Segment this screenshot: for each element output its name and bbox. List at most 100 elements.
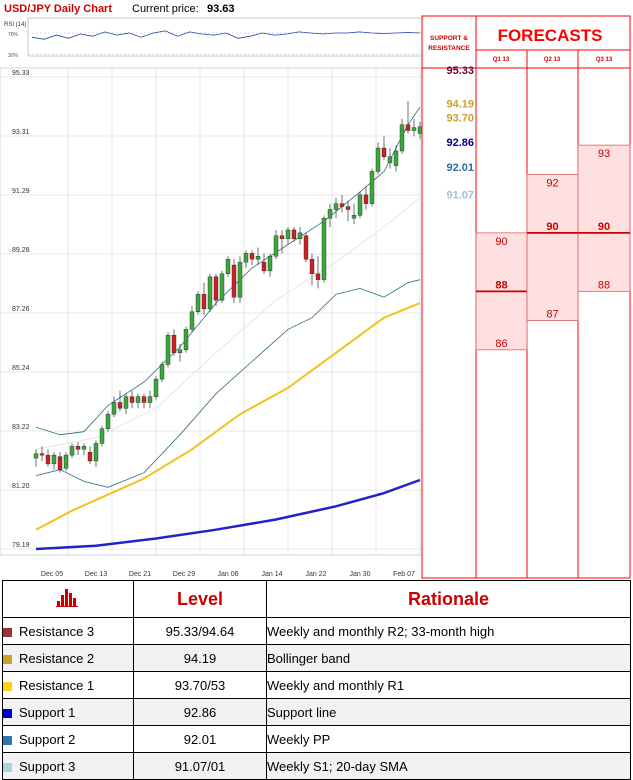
candle-body <box>105 413 111 430</box>
y-tick-label: 89.28 <box>12 247 30 254</box>
table-row: Resistance 1 93.70/53 Weekly and monthly… <box>2 671 631 699</box>
header-rationale: Rationale <box>266 580 631 618</box>
row-name: Support 3 <box>19 758 76 774</box>
candle-body <box>255 256 261 260</box>
forecast-high-label: 93 <box>598 148 610 160</box>
row-level: 92.86 <box>133 698 267 726</box>
x-tick-label: Dec 21 <box>129 571 151 578</box>
row-name: Support 2 <box>19 731 76 747</box>
candle-body <box>303 235 309 260</box>
candle-body <box>93 443 99 462</box>
levels-table: Level Rationale Resistance 3 95.33/94.64… <box>2 580 631 780</box>
candle-body <box>213 276 219 301</box>
candle-body <box>291 229 297 239</box>
x-tick-label: Dec 29 <box>173 571 195 578</box>
candle-body <box>249 253 255 260</box>
forecast-high-label: 90 <box>495 236 507 248</box>
candle-body <box>177 349 183 353</box>
table-row: Support 1 92.86 Support line <box>2 698 631 726</box>
forecast-mid-label: 88 <box>495 279 507 291</box>
swatch-resistance-1 <box>3 681 12 691</box>
candle-body <box>33 453 39 459</box>
candle-body <box>237 261 243 298</box>
candle-body <box>57 456 63 470</box>
candle-body <box>81 446 87 450</box>
usd-jpy-chart: USD/JPY Daily Chart Current price: 93.63… <box>0 3 631 579</box>
forecast-low-label: 86 <box>495 338 507 350</box>
forecasts-title: FORECASTS <box>498 26 603 45</box>
candle-body <box>309 258 315 275</box>
row-level: 91.07/01 <box>133 752 267 780</box>
candle-body <box>333 203 339 210</box>
row-rationale: Weekly and monthly R2; 33-month high <box>266 617 631 645</box>
candle-body <box>417 126 423 134</box>
forecast-range <box>526 173 579 322</box>
candle-body <box>273 235 279 257</box>
forecast-low-label: 88 <box>598 279 610 291</box>
candle-body <box>111 402 117 415</box>
row-level: 94.19 <box>133 644 267 672</box>
price-value: 93.63 <box>207 3 235 15</box>
candle-body <box>45 454 51 465</box>
y-tick-label: 87.26 <box>12 306 30 313</box>
quarter-q3: Q3 13 <box>596 57 613 63</box>
candle-body <box>51 454 57 465</box>
row-rationale: Support line <box>266 698 631 726</box>
swatch-support-1 <box>3 708 12 718</box>
quarter-q2: Q2 13 <box>544 57 561 63</box>
candle-body <box>285 229 291 239</box>
chart-title: USD/JPY Daily Chart <box>4 3 112 15</box>
rsi-level-30: 30% <box>8 53 19 59</box>
candle-body <box>201 294 207 310</box>
row-name: Resistance 2 <box>19 650 95 666</box>
rsi-panel <box>27 17 423 57</box>
swatch-resistance-2 <box>3 654 12 664</box>
rsi-line <box>31 30 421 40</box>
sr-level-label: 93.70 <box>446 113 474 125</box>
candle-body <box>135 396 141 403</box>
x-tick-label: Jan 22 <box>305 571 326 578</box>
candle-body <box>117 402 123 409</box>
swatch-resistance-3 <box>3 627 12 637</box>
table-row: Support 2 92.01 Weekly PP <box>2 725 631 753</box>
swatch-support-3 <box>3 762 12 772</box>
table-header-row: Level Rationale <box>2 580 631 618</box>
row-rationale: Weekly and monthly R1 <box>266 671 631 699</box>
x-tick-label: Dec 13 <box>85 571 107 578</box>
candle-body <box>381 147 387 158</box>
candle-body <box>267 256 273 272</box>
sr-level-label: 94.19 <box>446 98 474 110</box>
quarter-q1: Q1 13 <box>493 57 510 63</box>
x-tick-label: Feb 07 <box>393 571 415 578</box>
candle-body <box>63 454 69 469</box>
candle-body <box>75 446 81 450</box>
row-name: Support 1 <box>19 704 76 720</box>
row-level: 92.01 <box>133 725 267 753</box>
candle-body <box>231 264 237 298</box>
sr-level-label: 95.33 <box>446 65 474 77</box>
candle-body <box>165 335 171 365</box>
candle-body <box>411 127 417 131</box>
bollinger-lower-line <box>35 279 421 488</box>
x-tick-label: Jan 06 <box>217 571 238 578</box>
candle-body <box>243 253 249 263</box>
x-tick-label: Jan 30 <box>349 571 370 578</box>
y-tick-label: 83.22 <box>12 424 30 431</box>
candle-body <box>171 335 177 353</box>
forecast-high-label: 92 <box>546 177 558 189</box>
sma200-line <box>35 478 421 551</box>
sr-title-line2: RESISTANCE <box>428 45 470 52</box>
row-name: Resistance 3 <box>19 623 95 639</box>
candle-body <box>123 396 129 409</box>
forecast-range <box>577 144 631 292</box>
rsi-label: RSI (14) <box>4 22 26 28</box>
y-tick-label: 91.29 <box>12 188 30 195</box>
row-name: Resistance 1 <box>19 677 95 693</box>
x-tick-label: Jan 14 <box>261 571 282 578</box>
candle-body <box>405 124 411 131</box>
price-label: Current price: <box>132 3 199 15</box>
bollinger-middle-line <box>35 197 421 450</box>
row-rationale: Weekly S1; 20-day SMA <box>266 752 631 780</box>
table-row: Resistance 3 95.33/94.64 Weekly and mont… <box>2 617 631 645</box>
candle-body <box>357 194 363 216</box>
